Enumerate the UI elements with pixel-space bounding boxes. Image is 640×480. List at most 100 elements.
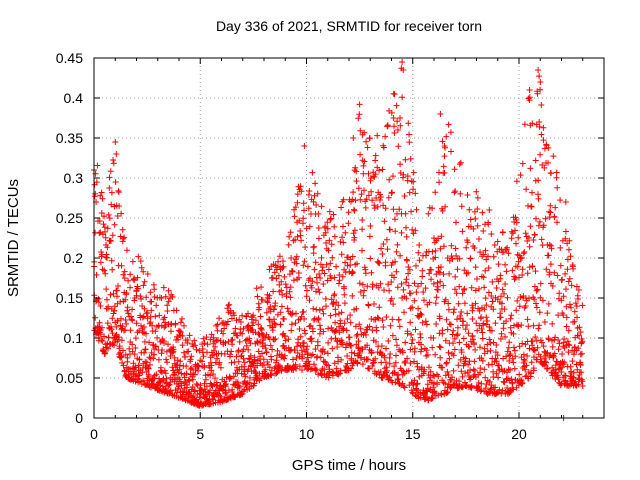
data-point [538, 339, 545, 346]
data-point [392, 359, 399, 366]
data-point [366, 135, 373, 142]
data-point [504, 244, 511, 251]
data-point [331, 274, 338, 281]
data-point [113, 287, 120, 294]
data-point [235, 347, 242, 354]
data-point [195, 367, 201, 374]
data-point [342, 259, 349, 266]
data-point [300, 308, 307, 315]
data-point [314, 279, 321, 286]
data-point [522, 230, 529, 237]
data-point [345, 220, 352, 227]
data-point [259, 350, 265, 357]
data-point [361, 287, 368, 294]
data-point [545, 159, 551, 166]
data-point [267, 342, 274, 349]
data-point [302, 282, 309, 289]
data-point [419, 273, 426, 280]
data-point [523, 186, 530, 193]
data-point [480, 320, 487, 327]
data-point [118, 262, 125, 269]
data-point [510, 330, 517, 337]
data-point [418, 280, 425, 287]
data-point [319, 306, 326, 313]
data-point [107, 168, 114, 175]
data-point [408, 208, 415, 215]
data-point [511, 276, 518, 283]
data-point [139, 329, 146, 336]
data-point [350, 230, 357, 237]
data-point [325, 266, 332, 273]
data-point [300, 215, 307, 222]
data-point [536, 73, 543, 80]
data-point [141, 305, 148, 312]
data-point [121, 268, 128, 275]
data-point [135, 253, 142, 260]
data-point [401, 309, 407, 316]
data-point [473, 188, 480, 195]
data-point [189, 376, 196, 383]
data-point [222, 382, 228, 388]
data-point [354, 360, 361, 367]
data-point [563, 286, 569, 293]
data-point [471, 340, 477, 346]
data-point [435, 373, 442, 380]
data-point [245, 346, 252, 353]
data-point [262, 345, 269, 352]
data-point [566, 342, 573, 349]
data-point [294, 350, 301, 356]
data-point [322, 295, 329, 302]
x-tick-label: 10 [299, 426, 315, 442]
data-point [410, 178, 417, 185]
data-point [108, 201, 115, 208]
data-point [124, 247, 130, 254]
data-point [544, 310, 551, 317]
data-point [227, 351, 234, 358]
data-point [382, 359, 389, 366]
data-point [406, 131, 412, 138]
data-point [101, 267, 108, 274]
data-point [257, 313, 264, 320]
data-point [104, 320, 111, 327]
data-point [208, 382, 215, 388]
data-point [477, 344, 483, 351]
data-point [507, 351, 514, 358]
data-point [405, 282, 412, 289]
data-point [259, 297, 266, 303]
data-point [554, 184, 561, 191]
data-point [140, 377, 147, 384]
data-point [459, 373, 466, 380]
data-point [374, 203, 381, 210]
data-point [368, 269, 375, 276]
data-point [374, 132, 381, 139]
data-point [561, 359, 568, 366]
data-point [338, 204, 345, 211]
data-point [547, 261, 554, 268]
data-point [449, 374, 456, 381]
data-point [203, 334, 210, 341]
data-point [545, 336, 552, 343]
data-point [125, 310, 132, 317]
data-point [143, 294, 150, 301]
data-point [131, 351, 138, 358]
data-point [457, 159, 464, 166]
data-point [555, 376, 562, 383]
data-point [392, 228, 399, 235]
data-point [417, 334, 424, 341]
data-point [514, 251, 521, 258]
data-point [358, 354, 365, 361]
data-point [290, 277, 297, 284]
data-point [445, 349, 452, 356]
data-point [266, 292, 273, 299]
data-point [188, 365, 195, 371]
data-point [435, 286, 441, 293]
data-point [109, 315, 116, 322]
data-point [95, 299, 102, 306]
data-point [143, 330, 149, 337]
data-point [519, 272, 526, 278]
data-point [566, 246, 572, 253]
data-point [529, 120, 536, 127]
data-point [482, 267, 489, 274]
data-point [100, 221, 107, 228]
